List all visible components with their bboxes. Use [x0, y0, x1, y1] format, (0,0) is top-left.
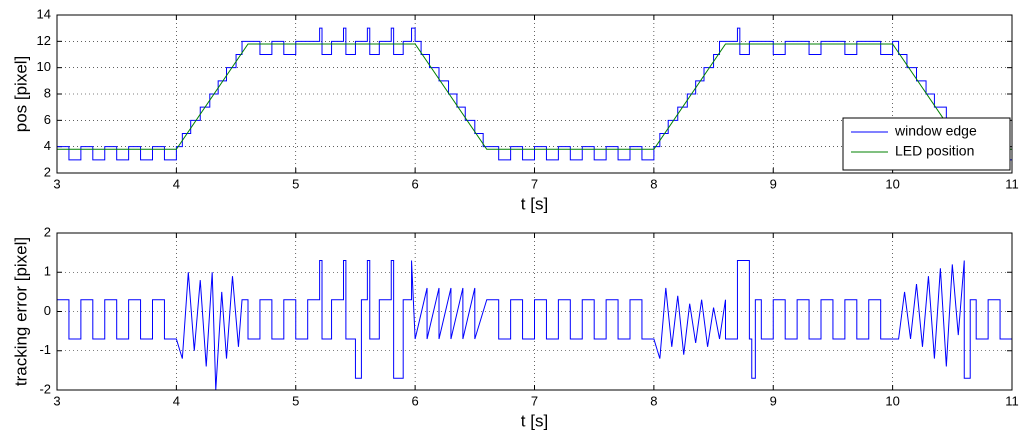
x-tick-label: 6 [412, 176, 419, 191]
x-tick-label: 11 [1005, 176, 1019, 191]
y-tick-label: 12 [37, 33, 51, 48]
x-tick-label: 5 [292, 393, 299, 408]
x-tick-label: 6 [412, 393, 419, 408]
x-tick-label: 9 [770, 176, 777, 191]
x-tick-label: 5 [292, 176, 299, 191]
y-tick-label: 2 [44, 164, 51, 179]
y-axis-label: pos [pixel] [11, 56, 30, 133]
legend-box [842, 117, 1011, 171]
x-tick-label: 11 [1005, 393, 1019, 408]
x-tick-label: 4 [173, 176, 180, 191]
x-axis-label: t [s] [521, 411, 548, 430]
y-tick-label: 0 [44, 303, 51, 318]
y-axis-label: tracking error [pixel] [11, 237, 30, 386]
y-tick-label: 14 [37, 6, 51, 21]
y-tick-label: 10 [37, 59, 51, 74]
x-tick-label: 3 [53, 393, 60, 408]
legend-label: window edge [894, 123, 977, 139]
y-tick-label: -1 [39, 342, 51, 357]
data-line [57, 43, 1012, 150]
y-tick-label: -2 [39, 381, 51, 396]
y-tick-label: 1 [44, 264, 51, 279]
x-tick-label: 9 [770, 393, 777, 408]
x-tick-label: 7 [531, 393, 538, 408]
x-tick-label: 8 [650, 176, 657, 191]
y-tick-label: 4 [44, 138, 51, 153]
y-tick-label: 8 [44, 85, 51, 100]
axes-frame [56, 232, 1013, 391]
x-tick-label: 10 [885, 176, 899, 191]
x-tick-label: 7 [531, 176, 538, 191]
y-tick-label: 6 [44, 112, 51, 127]
legend-label: LED position [895, 143, 974, 159]
x-axis-label: t [s] [521, 194, 548, 213]
x-tick-label: 4 [173, 393, 180, 408]
x-tick-label: 8 [650, 393, 657, 408]
x-tick-label: 3 [53, 176, 60, 191]
data-line [57, 27, 1012, 161]
data-line [57, 259, 1012, 390]
x-tick-label: 10 [885, 393, 899, 408]
axes-frame [56, 14, 1013, 174]
y-tick-label: 2 [44, 224, 51, 239]
